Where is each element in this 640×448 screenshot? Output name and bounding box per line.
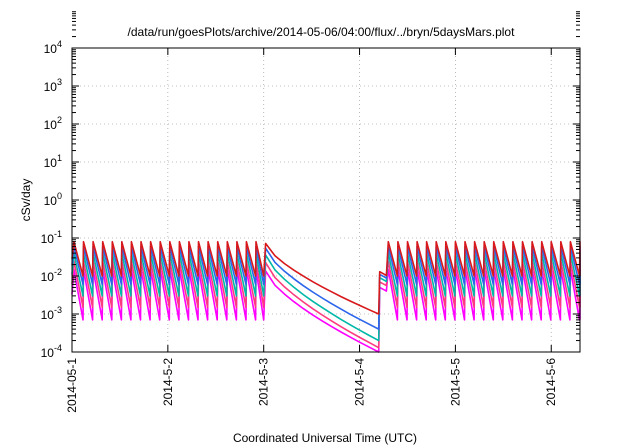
x-tick-label: 2014-5-4 — [353, 358, 367, 406]
grid — [72, 48, 580, 352]
y-tick-exponent: 2 — [57, 115, 62, 125]
series-line — [71, 268, 581, 353]
y-tick-exponent: 0 — [57, 191, 62, 201]
chart-title: /data/run/goesPlots/archive/2014-05-06/0… — [128, 25, 516, 39]
series-line — [71, 252, 581, 342]
x-axis-label: Coordinated Universal Time (UTC) — [233, 431, 417, 445]
y-tick-exponent: 4 — [57, 39, 62, 49]
series-line — [71, 260, 581, 349]
y-axis-label: cSv/day — [19, 179, 33, 222]
y-tick-exponent: -1 — [54, 229, 62, 239]
y-tick-exponent: -3 — [54, 305, 62, 315]
y-tick-exponent: -2 — [54, 267, 62, 277]
x-tick-label: 2014-5-6 — [544, 358, 558, 406]
x-tick-label: 2014-5-5 — [448, 358, 462, 406]
series-line — [71, 240, 581, 315]
series-line — [71, 245, 581, 330]
y-tick-exponent: 3 — [57, 77, 62, 87]
y-tick-exponent: 1 — [57, 153, 62, 163]
x-tick-label: 2014-5-3 — [257, 358, 271, 406]
y-tick-exponent: -4 — [54, 343, 62, 353]
series-layer — [71, 240, 581, 353]
x-tick-label: 2014-05-1 — [65, 358, 79, 413]
x-tick-label: 2014-5-2 — [161, 358, 175, 406]
